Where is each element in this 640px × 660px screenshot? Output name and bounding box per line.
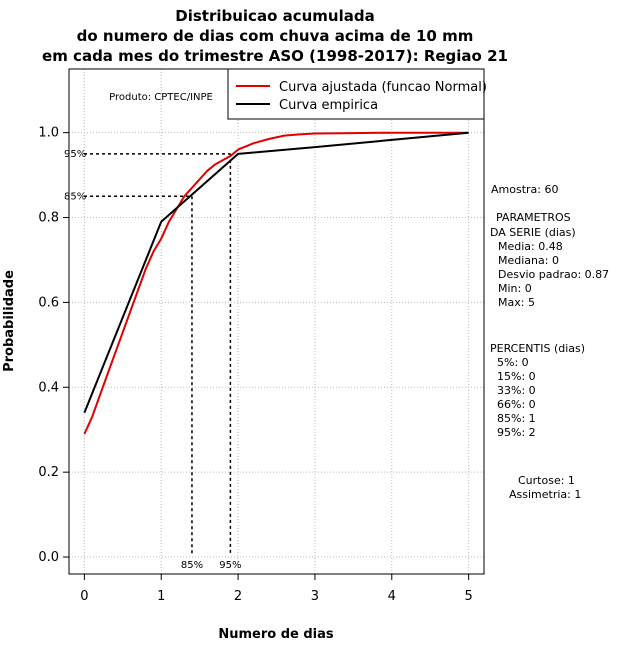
y-tick-label-1: 0.2 bbox=[38, 465, 59, 480]
y-tick-label-2: 0.4 bbox=[38, 380, 59, 395]
params-subheading: DA SERIE (dias) bbox=[490, 226, 576, 239]
ref-label-h-1: 85% bbox=[64, 191, 86, 202]
ref-label-h-0: 95% bbox=[64, 149, 86, 160]
chart-title-line-3: em cada mes do trimestre ASO (1998-2017)… bbox=[42, 47, 508, 65]
percentile-33: 33%: 0 bbox=[497, 384, 536, 397]
y-tick-label-3: 0.6 bbox=[38, 295, 59, 310]
x-tick-label-5: 5 bbox=[464, 589, 472, 604]
percentiles-heading: PERCENTIS (dias) bbox=[490, 342, 585, 355]
series-lines bbox=[83, 131, 469, 435]
series-line-1 bbox=[83, 131, 469, 414]
y-axis-ticks: 0.0 0.2 0.4 0.6 0.8 1.0 bbox=[38, 126, 69, 565]
x-axis-label: Numero de dias bbox=[218, 627, 334, 642]
chart-title-line-2: do numero de dias com chuva acima de 10 … bbox=[77, 27, 474, 45]
percentile-66: 66%: 0 bbox=[497, 398, 536, 411]
x-tick-label-4: 4 bbox=[388, 589, 396, 604]
params-heading: PARAMETROS bbox=[496, 211, 571, 224]
plot-frame bbox=[68, 68, 485, 575]
grid-lines bbox=[69, 69, 484, 574]
y-tick-label-0: 0.0 bbox=[38, 550, 59, 565]
percentile-85: 85%: 1 bbox=[497, 412, 536, 425]
x-tick-label-3: 3 bbox=[311, 589, 319, 604]
reference-lines: 95% 95% 85% 85% bbox=[64, 149, 242, 571]
x-axis-ticks: 0 1 2 3 4 5 bbox=[80, 574, 473, 604]
percentile-5: 5%: 0 bbox=[497, 356, 529, 369]
x-tick-label-2: 2 bbox=[234, 589, 242, 604]
ref-label-v-0: 95% bbox=[219, 560, 241, 571]
statistics-panel: Amostra: 60 PARAMETROS DA SERIE (dias) M… bbox=[490, 183, 609, 501]
percentile-15: 15%: 0 bbox=[497, 370, 536, 383]
ref-label-v-1: 85% bbox=[181, 560, 203, 571]
legend-box bbox=[227, 68, 485, 120]
legend-label-empirical: Curva empirica bbox=[279, 98, 378, 113]
param-mean: Media: 0.48 bbox=[498, 240, 563, 253]
y-tick-label-5: 1.0 bbox=[38, 126, 59, 141]
y-tick-label-4: 0.8 bbox=[38, 211, 59, 226]
param-min: Min: 0 bbox=[498, 282, 532, 295]
param-max: Max: 5 bbox=[498, 296, 535, 309]
chart-title-line-1: Distribuicao acumulada bbox=[175, 7, 374, 25]
legend: Curva ajustada (funcao Normal) Curva emp… bbox=[227, 68, 487, 120]
param-median: Mediana: 0 bbox=[498, 254, 559, 267]
series-line-0 bbox=[83, 131, 469, 435]
x-tick-label-0: 0 bbox=[80, 589, 88, 604]
kurtosis: Curtose: 1 bbox=[518, 474, 575, 487]
skewness: Assimetria: 1 bbox=[509, 488, 581, 501]
legend-label-fitted: Curva ajustada (funcao Normal) bbox=[279, 80, 487, 95]
sample-size: Amostra: 60 bbox=[491, 183, 558, 196]
product-label: Produto: CPTEC/INPE bbox=[109, 92, 213, 103]
x-tick-label-1: 1 bbox=[157, 589, 165, 604]
param-stddev: Desvio padrao: 0.87 bbox=[498, 268, 609, 281]
percentile-95: 95%: 2 bbox=[497, 426, 536, 439]
y-axis-label: Probabilidade bbox=[2, 270, 17, 372]
